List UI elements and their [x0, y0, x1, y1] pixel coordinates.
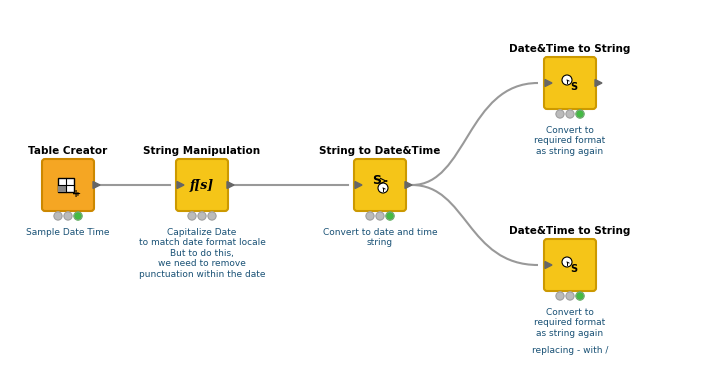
Circle shape — [562, 257, 572, 267]
FancyBboxPatch shape — [42, 159, 94, 211]
Text: Date&Time to String: Date&Time to String — [509, 226, 631, 236]
Circle shape — [378, 183, 388, 193]
Text: String Manipulation: String Manipulation — [143, 146, 261, 156]
Text: Sample Date Time: Sample Date Time — [26, 228, 110, 237]
Polygon shape — [545, 262, 552, 268]
Polygon shape — [93, 181, 100, 189]
Polygon shape — [227, 181, 234, 189]
FancyBboxPatch shape — [176, 159, 228, 211]
Circle shape — [566, 292, 574, 300]
Polygon shape — [355, 181, 362, 189]
Circle shape — [366, 212, 374, 220]
Circle shape — [562, 75, 572, 85]
Text: +: + — [74, 191, 80, 197]
Polygon shape — [595, 79, 602, 87]
Bar — [58, 178, 74, 192]
Circle shape — [54, 212, 62, 220]
Text: S: S — [570, 264, 578, 274]
Circle shape — [566, 110, 574, 118]
Polygon shape — [545, 79, 552, 87]
Circle shape — [208, 212, 216, 220]
Bar — [58, 185, 66, 192]
Circle shape — [64, 212, 72, 220]
Text: Convert to
required format
as string again: Convert to required format as string aga… — [534, 126, 605, 156]
Text: String to Date&Time: String to Date&Time — [319, 146, 441, 156]
Text: Table Creator: Table Creator — [28, 146, 108, 156]
Text: Date&Time to String: Date&Time to String — [509, 44, 631, 54]
Text: f[s]: f[s] — [190, 178, 214, 192]
Circle shape — [74, 212, 82, 220]
Circle shape — [576, 110, 584, 118]
Circle shape — [188, 212, 196, 220]
Circle shape — [576, 292, 584, 300]
Text: replacing - with /: replacing - with / — [531, 346, 608, 355]
Circle shape — [198, 212, 206, 220]
Text: Capitalize Date
to match date format locale
But to do this,
we need to remove
pu: Capitalize Date to match date format loc… — [138, 228, 266, 279]
Text: S: S — [373, 175, 382, 187]
Text: +: + — [72, 189, 80, 199]
Circle shape — [556, 110, 564, 118]
FancyBboxPatch shape — [544, 57, 596, 109]
Circle shape — [376, 212, 384, 220]
Polygon shape — [405, 181, 412, 189]
Circle shape — [386, 212, 394, 220]
Text: Convert to
required format
as string again: Convert to required format as string aga… — [534, 308, 605, 338]
Text: Convert to date and time
string: Convert to date and time string — [323, 228, 437, 247]
Circle shape — [556, 292, 564, 300]
FancyBboxPatch shape — [354, 159, 406, 211]
Polygon shape — [177, 181, 184, 189]
Text: S: S — [570, 82, 578, 92]
FancyBboxPatch shape — [544, 239, 596, 291]
